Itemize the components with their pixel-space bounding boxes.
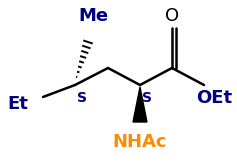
Text: Me: Me (78, 7, 108, 25)
Text: O: O (165, 7, 179, 25)
Text: OEt: OEt (196, 89, 232, 107)
Text: NHAc: NHAc (113, 133, 167, 151)
Polygon shape (133, 87, 147, 122)
Text: Et: Et (8, 95, 28, 113)
Text: S: S (77, 91, 87, 105)
Text: S: S (142, 91, 152, 105)
